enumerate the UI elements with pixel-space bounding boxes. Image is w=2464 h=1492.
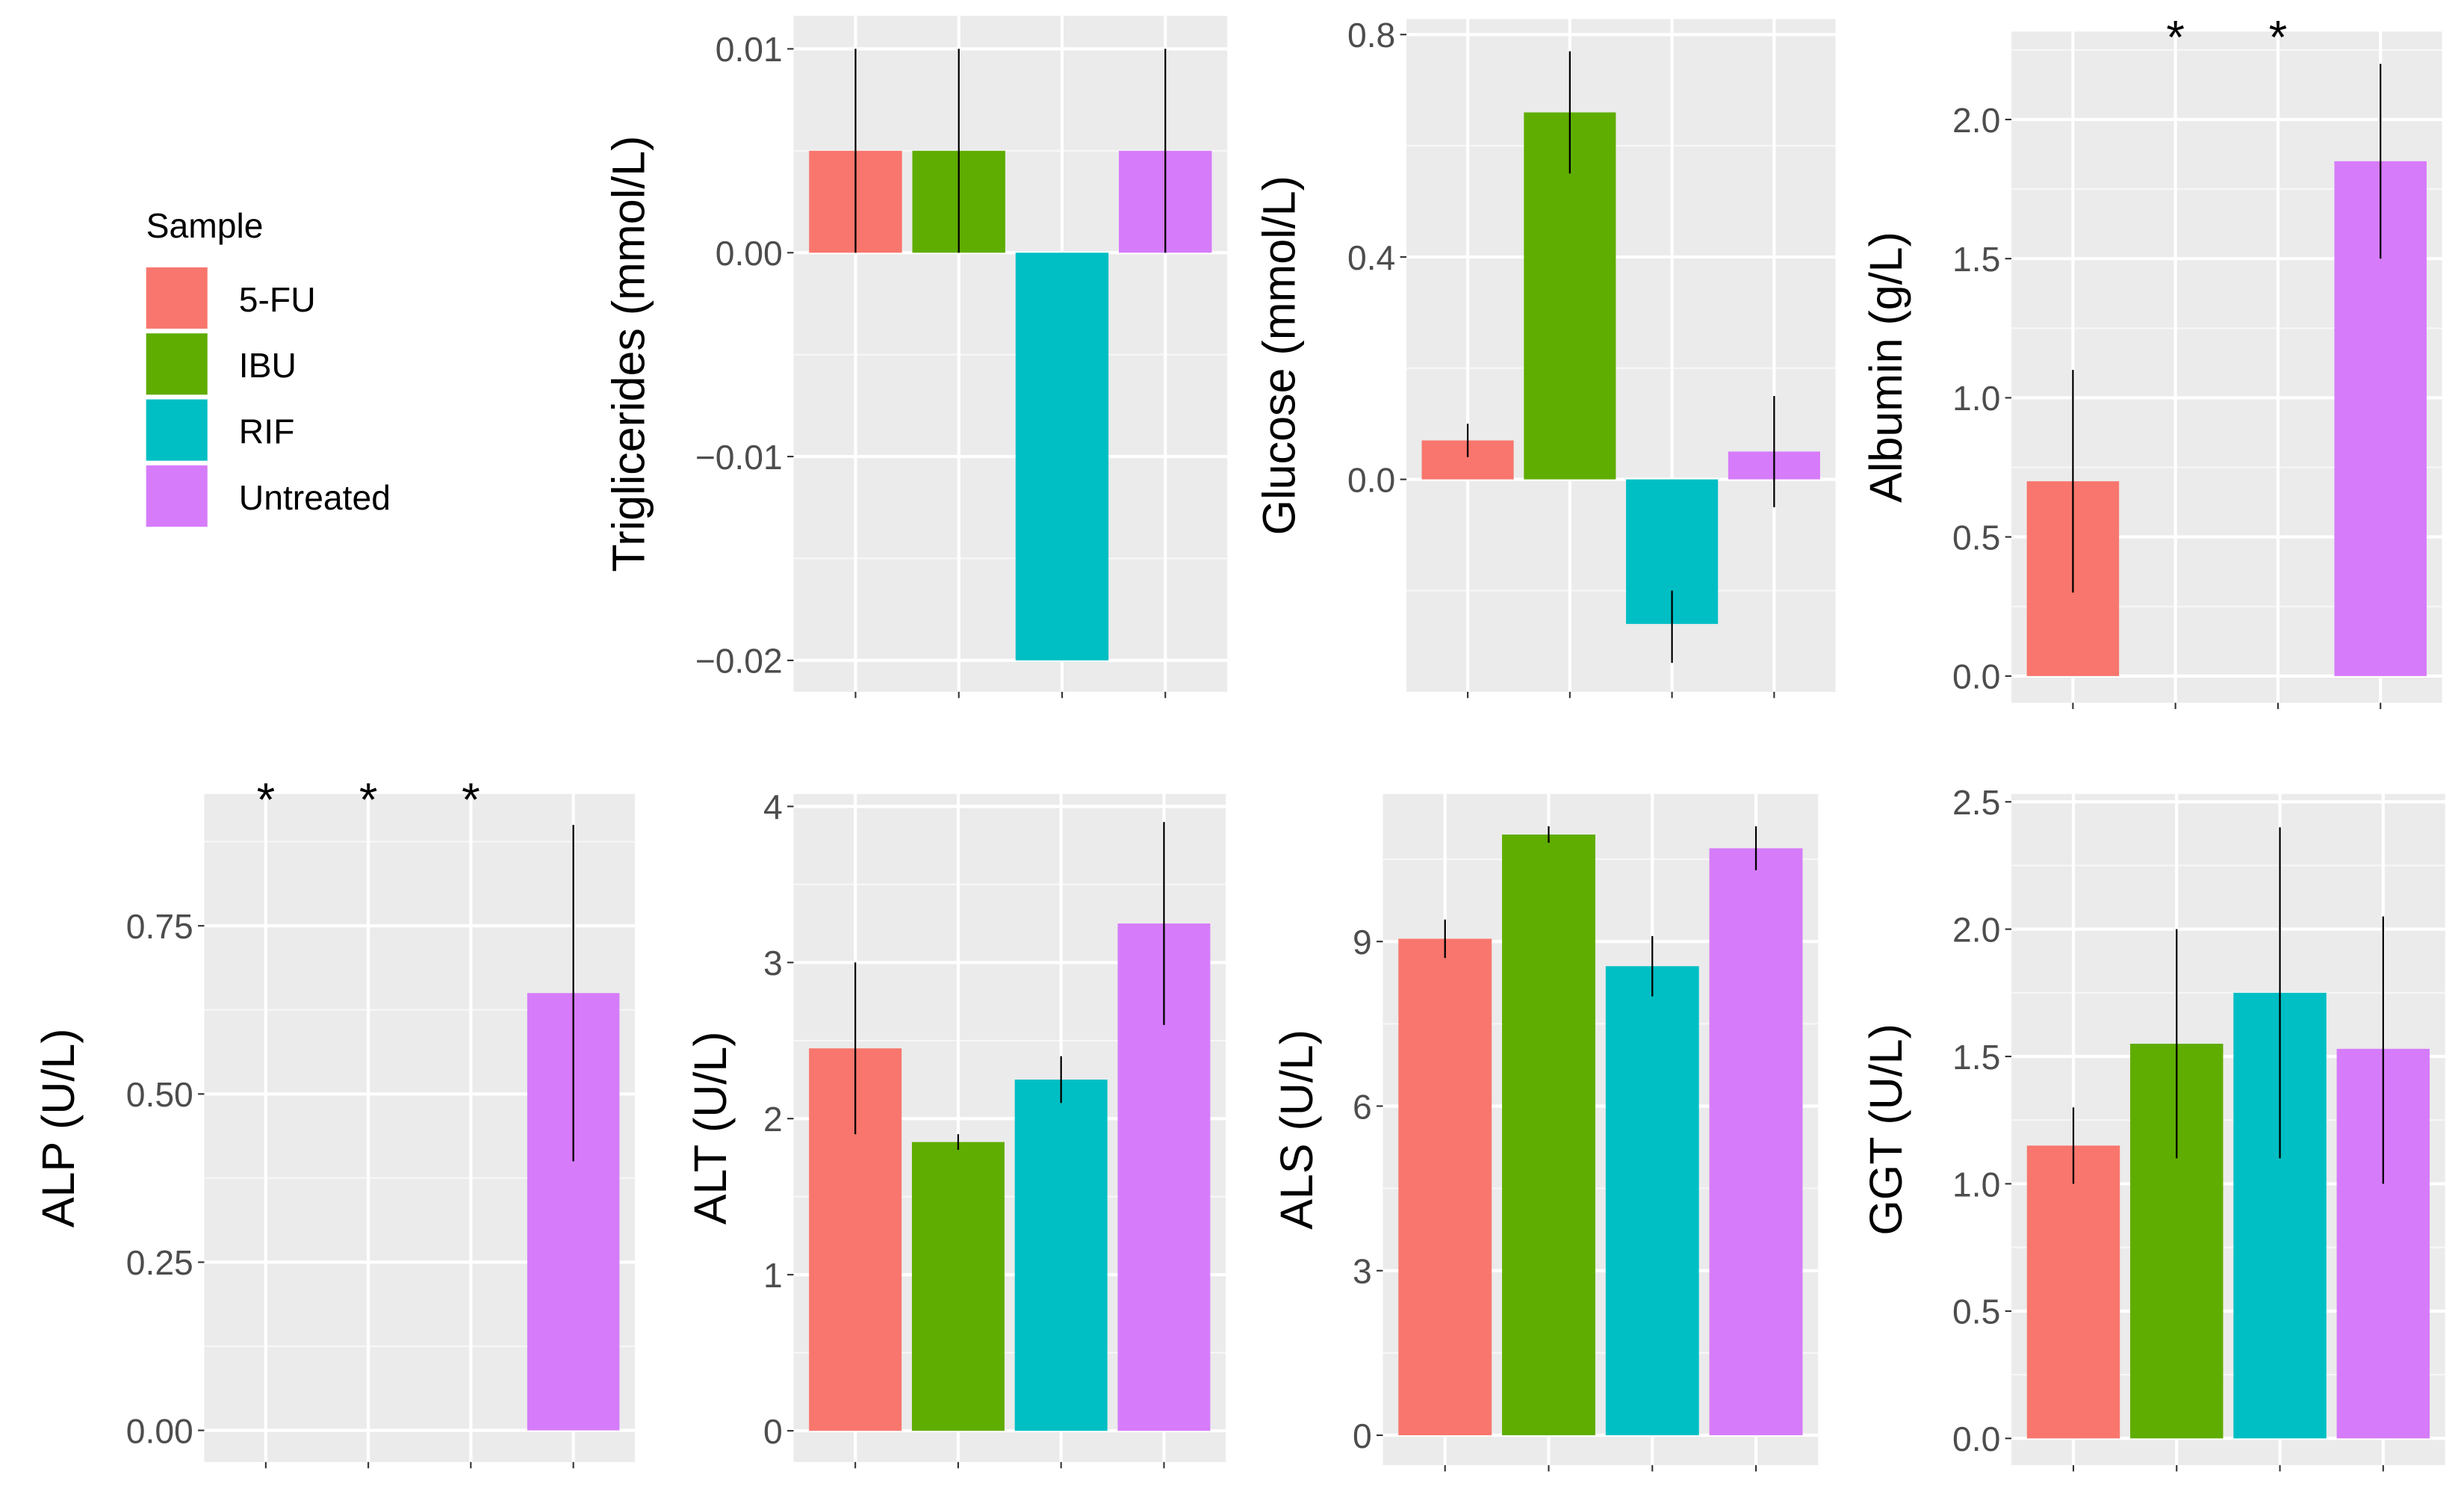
y-axis-title: Triglicerides (mmol/L) <box>603 136 654 572</box>
legend-key <box>146 465 208 527</box>
bar-untreated <box>1709 848 1803 1436</box>
y-tick-label: 3 <box>763 944 783 982</box>
y-tick-label: 0.4 <box>1347 238 1395 277</box>
y-tick-label: 9 <box>1353 923 1372 962</box>
bar-rif <box>1605 966 1699 1436</box>
significance-asterisk: * <box>257 774 276 826</box>
y-axis-title: ALP (U/L) <box>33 1028 84 1228</box>
legend-label: Untreated <box>239 478 391 517</box>
panel-alt: 0 1 2 3 4 ALT (U/L) <box>685 787 1226 1469</box>
y-tick-label: 0 <box>1353 1417 1372 1455</box>
legend-entry: IBU <box>146 333 297 395</box>
y-axis-title: Albumin (g/L) <box>1861 232 1911 503</box>
y-tick-label: 1.5 <box>1952 1038 2000 1077</box>
y-tick-label: 0.00 <box>716 234 783 273</box>
significance-asterisk: * <box>2269 12 2288 64</box>
panel-background <box>793 16 1228 692</box>
y-axis-title: GGT (U/L) <box>1861 1024 1911 1236</box>
y-tick-label: 2.0 <box>1952 910 2000 949</box>
y-tick-label: 1 <box>763 1256 783 1295</box>
panel-albumin: * * 0.0 0.5 1.0 1.5 2.0 Albumin (g/L) <box>1861 12 2442 710</box>
y-tick-label: 0.5 <box>1952 518 2000 557</box>
y-tick-label: 6 <box>1353 1087 1372 1126</box>
significance-asterisk: * <box>462 774 480 826</box>
significance-asterisk: * <box>359 774 378 826</box>
y-tick-label: 1.0 <box>1952 1165 2000 1204</box>
bar-rif <box>1014 1079 1108 1431</box>
bar-5-fu <box>1398 938 1492 1436</box>
y-tick-label: −0.02 <box>695 642 783 681</box>
y-tick-label: 0.25 <box>126 1243 193 1282</box>
legend-label: 5-FU <box>239 280 316 319</box>
y-tick-label: 1.0 <box>1952 379 2000 418</box>
y-axis-title: ALS (U/L) <box>1271 1030 1322 1230</box>
y-tick-label: 0.0 <box>1952 1420 2000 1458</box>
legend-key <box>146 399 208 461</box>
legend-entry: Untreated <box>146 465 391 527</box>
panel-alp: * * * 0.00 0.25 0.50 0.75 ALP (U/L) <box>33 774 635 1469</box>
legend-entry: RIF <box>146 399 295 461</box>
panel-background <box>1406 19 1836 692</box>
y-tick-label: 0.00 <box>126 1411 193 1450</box>
bar-5-fu <box>2026 1145 2120 1439</box>
legend-entry: 5-FU <box>146 267 316 329</box>
legend-label: RIF <box>239 412 295 451</box>
panel-triglicerides: −0.02 −0.01 0.00 0.01 Triglicerides (mmol/L) <box>603 16 1228 699</box>
bar-rif <box>1015 253 1109 660</box>
y-tick-label: 4 <box>763 787 783 826</box>
legend-title: Sample <box>146 206 264 245</box>
legend-key <box>146 267 208 329</box>
y-tick-label: 2.5 <box>1952 783 2000 822</box>
y-axis-title: Glucose (mmol/L) <box>1254 176 1305 535</box>
y-tick-label: 0 <box>763 1412 783 1451</box>
bar-ibu <box>1502 835 1595 1436</box>
y-tick-label: 0.50 <box>126 1075 193 1114</box>
y-tick-label: 0.8 <box>1347 16 1395 55</box>
panel-als: 0 3 6 9 ALS (U/L) <box>1271 793 1819 1472</box>
y-tick-label: 2 <box>763 1100 783 1139</box>
panel-glucose: 0.0 0.4 0.8 Glucose (mmol/L) <box>1254 16 1836 699</box>
legend: Sample 5-FU IBU RIF Untreated <box>146 206 391 527</box>
y-tick-label: 0.75 <box>126 907 193 946</box>
significance-asterisk: * <box>2166 12 2185 64</box>
y-tick-label: 0.5 <box>1952 1293 2000 1331</box>
y-tick-label: 1.5 <box>1952 240 2000 279</box>
legend-label: IBU <box>239 346 297 385</box>
bar-ibu <box>911 1142 1005 1431</box>
y-tick-label: 0.0 <box>1952 657 2000 696</box>
panel-ggt: 0.0 0.5 1.0 1.5 2.0 2.5 GGT (U/L) <box>1861 783 2445 1472</box>
y-tick-label: −0.01 <box>695 438 783 477</box>
y-tick-label: 0.01 <box>716 30 783 69</box>
y-tick-label: 3 <box>1353 1252 1372 1291</box>
y-axis-title: ALT (U/L) <box>685 1031 736 1225</box>
legend-key <box>146 333 208 395</box>
y-tick-label: 0.0 <box>1347 460 1395 499</box>
y-tick-label: 2.0 <box>1952 101 2000 140</box>
